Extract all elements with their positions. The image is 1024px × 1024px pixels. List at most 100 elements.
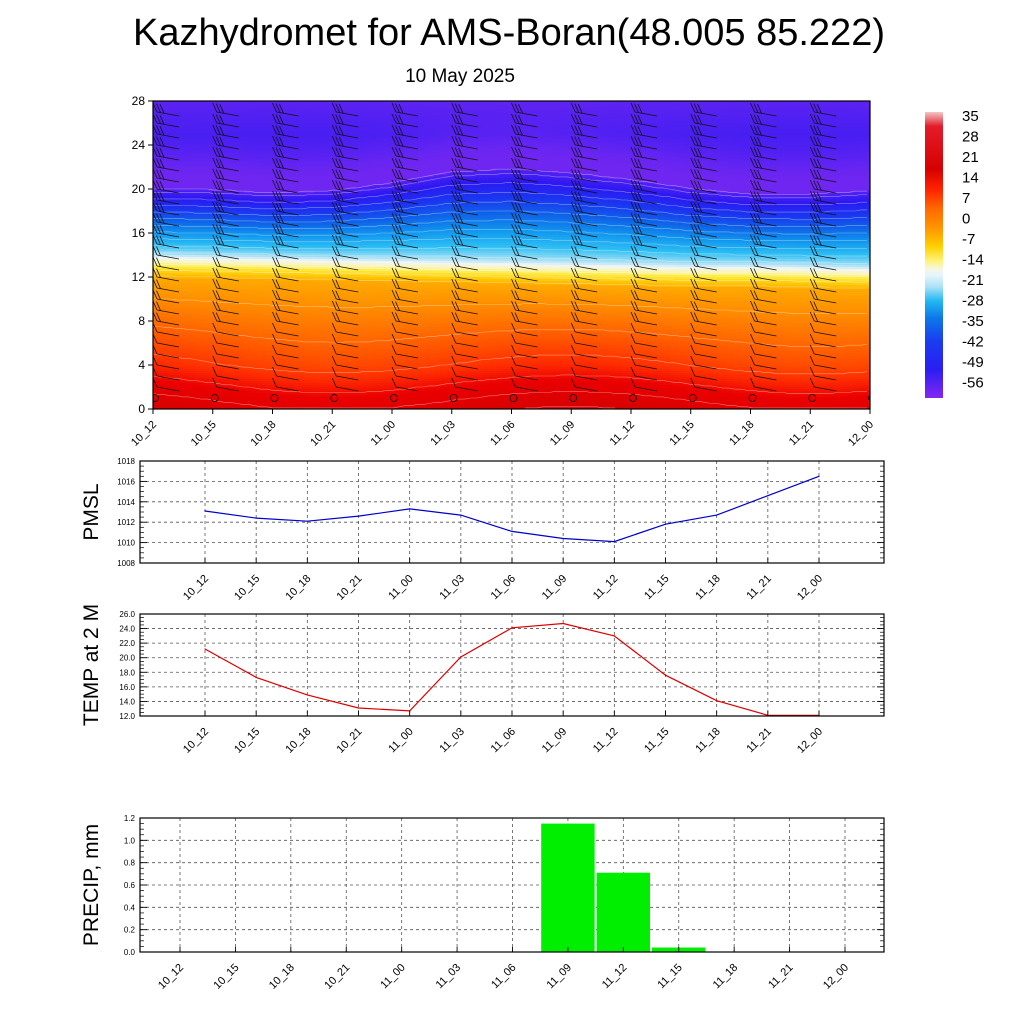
wind-barb-flag	[874, 170, 878, 179]
wind-barb-flag	[458, 225, 464, 235]
wind-barb-flag	[574, 301, 580, 311]
wind-barb-staff	[874, 365, 896, 369]
wind-barb-staff	[216, 386, 239, 392]
colorbar-label: -7	[962, 231, 975, 248]
data-point	[511, 627, 513, 629]
y-tick-label: 0.2	[124, 926, 136, 935]
wind-barb-flag	[156, 169, 161, 179]
wind-barb-staff	[156, 375, 180, 381]
wind-barb-flag	[215, 169, 221, 179]
wind-barb-flag	[391, 146, 397, 157]
wind-barb-staff	[515, 166, 538, 172]
wind-barb-flag	[451, 146, 457, 157]
wind-barb-flag	[451, 333, 457, 344]
wind-barb-flag	[690, 113, 696, 124]
colorbar-label: 28	[962, 129, 979, 146]
wind-barb-flag	[153, 190, 158, 201]
wind-barb-flag	[816, 192, 822, 202]
wind-barb-staff	[814, 133, 837, 139]
wind-barb-staff	[336, 210, 359, 216]
wind-barb-staff	[455, 342, 478, 348]
wind-barb-flag	[153, 322, 158, 333]
wind-barb-staff	[395, 122, 419, 128]
wind-barb-staff	[814, 386, 837, 392]
wind-barb-flag	[212, 377, 218, 388]
x-tick-label: 11_21	[744, 726, 774, 756]
contour-line	[525, 406, 615, 409]
wind-barb-flag	[637, 170, 643, 180]
wind-barb-staff	[336, 386, 359, 392]
wind-barb-flag	[690, 201, 696, 212]
wind-barb-flag	[518, 225, 523, 235]
x-tick-label: 11_00	[386, 573, 416, 603]
x-tick-label: 11_15	[642, 573, 672, 603]
wind-barb-flag	[215, 191, 221, 201]
colorbar-label: -14	[962, 252, 984, 269]
wind-barb-flag	[335, 213, 341, 223]
wind-barb-staff	[336, 364, 359, 370]
wind-barb-staff	[575, 188, 598, 194]
contour-line	[153, 182, 867, 205]
wind-barb-flag	[690, 179, 696, 190]
precip-panel: 0.0 0.2 0.4 0.6 0.8 1.0 1.2 10_12 10_15 10_18 10_2…	[80, 814, 885, 992]
wind-barb-staff	[336, 221, 359, 227]
wind-barb-flag	[690, 168, 696, 179]
data-point	[357, 515, 360, 517]
wind-barb-staff	[156, 265, 180, 271]
wind-barb-flag	[816, 104, 822, 114]
wind-barb-flag	[275, 125, 281, 135]
wind-barb-flag	[637, 192, 643, 202]
page-subtitle: 10 May 2025	[405, 66, 515, 87]
wind-barb-flag	[451, 377, 457, 388]
wind-barb-flag	[630, 146, 636, 157]
wind-barb-staff	[336, 298, 359, 304]
wind-barb-flag	[637, 225, 643, 235]
wind-barb-flag	[458, 181, 464, 191]
wind-barb-staff	[216, 353, 239, 359]
wind-barb-staff	[455, 364, 478, 370]
wind-barb-staff	[874, 354, 896, 358]
wind-barb-flag	[630, 234, 636, 245]
wind-barb-staff	[694, 276, 717, 282]
wind-barb-flag	[570, 146, 576, 157]
wind-barb-staff	[216, 375, 239, 381]
wind-barb-flag	[757, 236, 762, 246]
wind-barb-flag	[577, 170, 583, 180]
wind-barb-staff	[276, 122, 299, 128]
wind-barb-flag	[750, 245, 755, 256]
wind-barb-staff	[515, 144, 538, 150]
wind-barb-flag	[574, 147, 580, 157]
wind-barb-flag	[570, 102, 576, 113]
wind-barb-flag	[454, 290, 460, 300]
wind-barb-flag	[813, 246, 819, 256]
wind-barb-staff	[395, 298, 419, 304]
y-tick-label: 24.0	[119, 625, 135, 634]
wind-barb-flag	[331, 157, 337, 168]
wind-barb-staff	[515, 386, 538, 392]
wind-barb-flag	[511, 135, 516, 146]
wind-barb-staff	[634, 364, 658, 370]
wind-barb-flag	[335, 180, 341, 190]
wind-barb-flag	[335, 246, 341, 256]
wind-barb-flag	[212, 245, 218, 256]
wind-barb-staff	[455, 309, 478, 315]
wind-barb-staff	[575, 342, 598, 348]
wind-barb-flag	[518, 236, 523, 246]
wind-barb-flag	[690, 234, 696, 245]
wind-barb-flag	[275, 301, 281, 311]
wind-barb-flag	[279, 159, 284, 169]
wind-barb-staff	[754, 210, 777, 216]
wind-barb-flag	[275, 158, 281, 168]
wind-barb-staff	[874, 255, 896, 259]
wind-barb-flag	[159, 170, 165, 180]
calm-wind-marker	[509, 394, 518, 402]
data-point	[306, 520, 308, 522]
wind-barb-flag	[634, 103, 639, 113]
calm-wind-marker	[808, 394, 817, 402]
wind-barb-flag	[874, 148, 878, 157]
wind-barb-staff	[814, 111, 837, 117]
wind-barb-flag	[750, 146, 755, 157]
wind-barb-flag	[338, 236, 344, 246]
wind-barb-staff	[156, 199, 180, 205]
wind-barb-staff	[814, 232, 837, 238]
